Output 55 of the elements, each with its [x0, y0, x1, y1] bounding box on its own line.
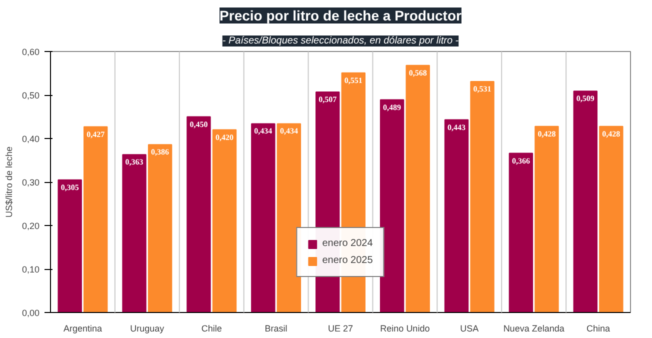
x-tick-label: China [586, 324, 610, 334]
y-tick-label: 0,50 [22, 90, 40, 100]
data-label: 0,305 [60, 182, 79, 192]
x-tick-label: Reino Unido [380, 324, 430, 334]
y-tick-label: 0,00 [22, 308, 40, 318]
data-label: 0,366 [512, 156, 530, 166]
bar [508, 152, 534, 312]
data-label: 0,427 [86, 130, 105, 139]
y-axis-title: US$/litro de leche [4, 146, 14, 218]
data-label: 0,507 [318, 94, 337, 104]
x-tick-label: Chile [201, 324, 222, 334]
bar [573, 90, 598, 312]
data-label: 0,509 [576, 94, 594, 104]
chart-title: Precio por litro de leche a Productor [220, 8, 462, 24]
y-tick-label: 0,30 [22, 178, 40, 188]
bar [148, 144, 172, 312]
data-label: 0,434 [280, 126, 298, 136]
x-tick-label: UE 27 [328, 324, 354, 334]
bar [380, 99, 404, 312]
legend-label: enero 2025 [322, 255, 373, 266]
data-label: 0,434 [254, 126, 272, 136]
y-tick-label: 0,20 [22, 221, 40, 231]
y-tick-label: 0,60 [22, 47, 40, 57]
data-label: 0,428 [602, 129, 620, 138]
bar [212, 129, 237, 312]
y-tick-label: 0,10 [22, 264, 40, 274]
data-label: 0,531 [473, 84, 492, 94]
data-label: 0,363 [125, 158, 144, 167]
bar [186, 116, 211, 312]
bar [599, 126, 624, 312]
bar [251, 123, 276, 312]
y-tick-label: 0,40 [22, 134, 40, 144]
data-label: 0,443 [448, 122, 466, 132]
data-label: 0,450 [190, 120, 208, 129]
chart-subtitle: - Países/Bloques seleccionados, en dólares por litro - [222, 36, 460, 46]
x-tick-label: Uruguay [130, 324, 165, 334]
bar [122, 154, 146, 312]
data-label: 0,386 [151, 148, 170, 157]
data-label: 0,551 [344, 76, 362, 85]
data-label: 0,568 [408, 68, 427, 78]
bar [534, 126, 559, 312]
x-tick-label: Brasil [264, 324, 288, 334]
data-label: 0,489 [383, 102, 402, 112]
legend-label: enero 2024 [322, 238, 373, 249]
bar [58, 179, 82, 312]
x-tick-label: USA [460, 324, 479, 334]
x-tick-label: Argentina [63, 324, 102, 334]
bar [406, 64, 430, 312]
bar [276, 123, 302, 312]
bar [470, 81, 494, 312]
data-label: 0,428 [538, 129, 556, 138]
data-label: 0,420 [216, 132, 234, 142]
bar [444, 119, 469, 312]
bar [84, 126, 108, 312]
x-tick-label: Nueva Zelanda [503, 324, 564, 334]
